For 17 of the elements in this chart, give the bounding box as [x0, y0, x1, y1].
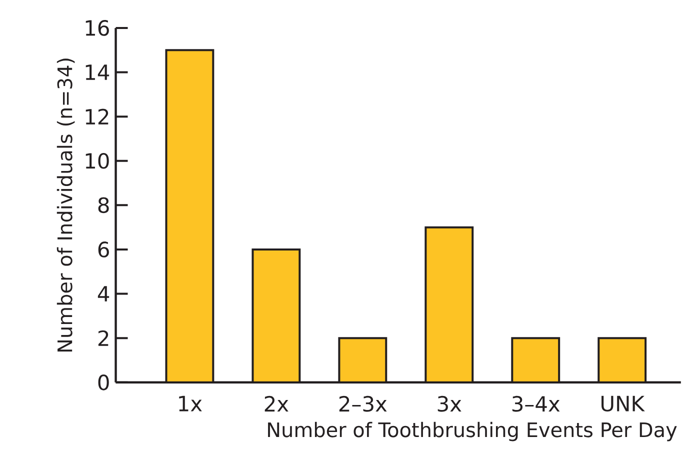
x-tick-label: 2–3x — [339, 396, 387, 412]
y-tick-label: 16 — [86, 20, 109, 36]
y-tick-label: 8 — [98, 197, 109, 213]
y-tick-label: 2 — [98, 330, 108, 346]
y-tick-label: 14 — [86, 64, 110, 80]
x-tick-label: UNK — [602, 396, 645, 412]
y-tick-label: 0 — [98, 374, 109, 390]
y-axis-title: Number of Individuals (n=34) — [56, 58, 75, 352]
y-tick-label: 6 — [98, 241, 109, 258]
y-tick-label: 10 — [86, 152, 109, 169]
x-tick-label: 3–4x — [512, 396, 560, 412]
x-tick-label: 2x — [264, 396, 288, 412]
x-tick-label: 3x — [438, 396, 462, 412]
y-tick-label: 4 — [98, 286, 110, 302]
x-tick-label: 1x — [179, 396, 202, 412]
x-axis-title: Number of Toothbrushing Events Per Day — [268, 422, 677, 442]
y-tick-label: 12 — [86, 108, 108, 124]
